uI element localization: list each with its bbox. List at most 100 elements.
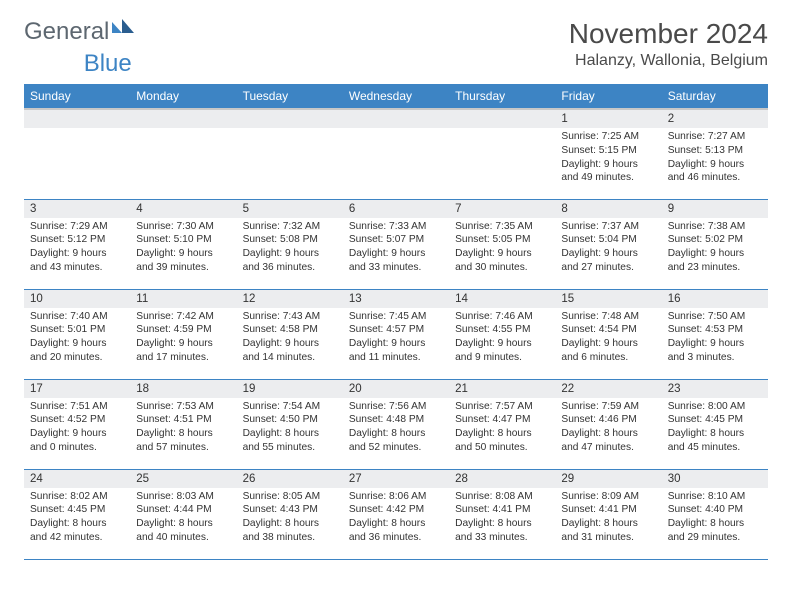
calendar-cell — [343, 109, 449, 199]
calendar-cell: 28Sunrise: 8:08 AMSunset: 4:41 PMDayligh… — [449, 469, 555, 559]
sunrise-text: Sunrise: 7:35 AM — [455, 220, 549, 234]
day-content: Sunrise: 8:05 AMSunset: 4:43 PMDaylight:… — [237, 488, 343, 549]
logo-text-general: General — [24, 18, 109, 46]
sunrise-text: Sunrise: 8:06 AM — [349, 490, 443, 504]
daylight-text: Daylight: 9 hours and 14 minutes. — [243, 337, 337, 365]
day-content: Sunrise: 7:25 AMSunset: 5:15 PMDaylight:… — [555, 128, 661, 189]
calendar-cell — [237, 109, 343, 199]
daylight-text: Daylight: 9 hours and 46 minutes. — [668, 158, 762, 186]
day-content: Sunrise: 7:43 AMSunset: 4:58 PMDaylight:… — [237, 308, 343, 369]
daylight-text: Daylight: 8 hours and 55 minutes. — [243, 427, 337, 455]
day-content: Sunrise: 7:48 AMSunset: 4:54 PMDaylight:… — [555, 308, 661, 369]
day-content: Sunrise: 8:10 AMSunset: 4:40 PMDaylight:… — [662, 488, 768, 549]
day-number: 8 — [555, 200, 661, 218]
sunset-text: Sunset: 4:44 PM — [136, 503, 230, 517]
calendar-cell: 1Sunrise: 7:25 AMSunset: 5:15 PMDaylight… — [555, 109, 661, 199]
day-number: 23 — [662, 380, 768, 398]
day-number: 19 — [237, 380, 343, 398]
day-number: 2 — [662, 110, 768, 128]
calendar-cell: 19Sunrise: 7:54 AMSunset: 4:50 PMDayligh… — [237, 379, 343, 469]
day-number: 25 — [130, 470, 236, 488]
weekday-header-row: Sunday Monday Tuesday Wednesday Thursday… — [24, 84, 768, 109]
sunset-text: Sunset: 5:13 PM — [668, 144, 762, 158]
weekday-wednesday: Wednesday — [343, 84, 449, 109]
calendar-cell: 15Sunrise: 7:48 AMSunset: 4:54 PMDayligh… — [555, 289, 661, 379]
sunrise-text: Sunrise: 7:59 AM — [561, 400, 655, 414]
daylight-text: Daylight: 9 hours and 11 minutes. — [349, 337, 443, 365]
daylight-text: Daylight: 9 hours and 23 minutes. — [668, 247, 762, 275]
sunrise-text: Sunrise: 8:10 AM — [668, 490, 762, 504]
sunrise-text: Sunrise: 7:37 AM — [561, 220, 655, 234]
sunrise-text: Sunrise: 7:27 AM — [668, 130, 762, 144]
daylight-text: Daylight: 8 hours and 33 minutes. — [455, 517, 549, 545]
daylight-text: Daylight: 9 hours and 43 minutes. — [30, 247, 124, 275]
weekday-thursday: Thursday — [449, 84, 555, 109]
day-content: Sunrise: 7:32 AMSunset: 5:08 PMDaylight:… — [237, 218, 343, 279]
calendar-cell: 30Sunrise: 8:10 AMSunset: 4:40 PMDayligh… — [662, 469, 768, 559]
calendar-cell: 9Sunrise: 7:38 AMSunset: 5:02 PMDaylight… — [662, 199, 768, 289]
calendar-row: 10Sunrise: 7:40 AMSunset: 5:01 PMDayligh… — [24, 289, 768, 379]
sunrise-text: Sunrise: 8:09 AM — [561, 490, 655, 504]
sunset-text: Sunset: 4:45 PM — [30, 503, 124, 517]
calendar-cell: 6Sunrise: 7:33 AMSunset: 5:07 PMDaylight… — [343, 199, 449, 289]
day-number: 6 — [343, 200, 449, 218]
day-number: 12 — [237, 290, 343, 308]
calendar-cell — [130, 109, 236, 199]
day-content: Sunrise: 7:45 AMSunset: 4:57 PMDaylight:… — [343, 308, 449, 369]
calendar-row: 3Sunrise: 7:29 AMSunset: 5:12 PMDaylight… — [24, 199, 768, 289]
day-number — [237, 110, 343, 128]
sunset-text: Sunset: 4:58 PM — [243, 323, 337, 337]
calendar-cell: 26Sunrise: 8:05 AMSunset: 4:43 PMDayligh… — [237, 469, 343, 559]
daylight-text: Daylight: 9 hours and 17 minutes. — [136, 337, 230, 365]
sunrise-text: Sunrise: 7:25 AM — [561, 130, 655, 144]
daylight-text: Daylight: 9 hours and 36 minutes. — [243, 247, 337, 275]
calendar-cell: 25Sunrise: 8:03 AMSunset: 4:44 PMDayligh… — [130, 469, 236, 559]
day-number: 28 — [449, 470, 555, 488]
sunrise-text: Sunrise: 8:00 AM — [668, 400, 762, 414]
day-content: Sunrise: 7:57 AMSunset: 4:47 PMDaylight:… — [449, 398, 555, 459]
sunset-text: Sunset: 4:50 PM — [243, 413, 337, 427]
weekday-friday: Friday — [555, 84, 661, 109]
logo-triangle-icon — [112, 19, 136, 33]
day-content: Sunrise: 7:50 AMSunset: 4:53 PMDaylight:… — [662, 308, 768, 369]
day-content: Sunrise: 7:54 AMSunset: 4:50 PMDaylight:… — [237, 398, 343, 459]
sunrise-text: Sunrise: 8:02 AM — [30, 490, 124, 504]
day-content: Sunrise: 7:33 AMSunset: 5:07 PMDaylight:… — [343, 218, 449, 279]
day-number — [343, 110, 449, 128]
day-content: Sunrise: 7:56 AMSunset: 4:48 PMDaylight:… — [343, 398, 449, 459]
sunset-text: Sunset: 5:01 PM — [30, 323, 124, 337]
sunset-text: Sunset: 4:57 PM — [349, 323, 443, 337]
calendar-cell: 13Sunrise: 7:45 AMSunset: 4:57 PMDayligh… — [343, 289, 449, 379]
day-content: Sunrise: 7:37 AMSunset: 5:04 PMDaylight:… — [555, 218, 661, 279]
sunset-text: Sunset: 5:15 PM — [561, 144, 655, 158]
day-number: 24 — [24, 470, 130, 488]
sunset-text: Sunset: 4:48 PM — [349, 413, 443, 427]
calendar-cell: 3Sunrise: 7:29 AMSunset: 5:12 PMDaylight… — [24, 199, 130, 289]
location-text: Halanzy, Wallonia, Belgium — [569, 52, 768, 70]
calendar-cell: 27Sunrise: 8:06 AMSunset: 4:42 PMDayligh… — [343, 469, 449, 559]
day-content: Sunrise: 7:51 AMSunset: 4:52 PMDaylight:… — [24, 398, 130, 459]
calendar-cell: 17Sunrise: 7:51 AMSunset: 4:52 PMDayligh… — [24, 379, 130, 469]
daylight-text: Daylight: 9 hours and 49 minutes. — [561, 158, 655, 186]
sunset-text: Sunset: 4:55 PM — [455, 323, 549, 337]
day-number: 20 — [343, 380, 449, 398]
daylight-text: Daylight: 9 hours and 0 minutes. — [30, 427, 124, 455]
sunset-text: Sunset: 4:42 PM — [349, 503, 443, 517]
weekday-monday: Monday — [130, 84, 236, 109]
daylight-text: Daylight: 9 hours and 6 minutes. — [561, 337, 655, 365]
calendar-cell: 29Sunrise: 8:09 AMSunset: 4:41 PMDayligh… — [555, 469, 661, 559]
sunrise-text: Sunrise: 7:43 AM — [243, 310, 337, 324]
daylight-text: Daylight: 8 hours and 47 minutes. — [561, 427, 655, 455]
calendar-cell: 22Sunrise: 7:59 AMSunset: 4:46 PMDayligh… — [555, 379, 661, 469]
calendar-row: 1Sunrise: 7:25 AMSunset: 5:15 PMDaylight… — [24, 109, 768, 199]
day-number: 10 — [24, 290, 130, 308]
day-content: Sunrise: 7:53 AMSunset: 4:51 PMDaylight:… — [130, 398, 236, 459]
daylight-text: Daylight: 9 hours and 30 minutes. — [455, 247, 549, 275]
day-content: Sunrise: 7:46 AMSunset: 4:55 PMDaylight:… — [449, 308, 555, 369]
sunset-text: Sunset: 5:04 PM — [561, 233, 655, 247]
sunrise-text: Sunrise: 7:53 AM — [136, 400, 230, 414]
sunset-text: Sunset: 5:10 PM — [136, 233, 230, 247]
sunrise-text: Sunrise: 7:30 AM — [136, 220, 230, 234]
daylight-text: Daylight: 8 hours and 45 minutes. — [668, 427, 762, 455]
daylight-text: Daylight: 9 hours and 20 minutes. — [30, 337, 124, 365]
